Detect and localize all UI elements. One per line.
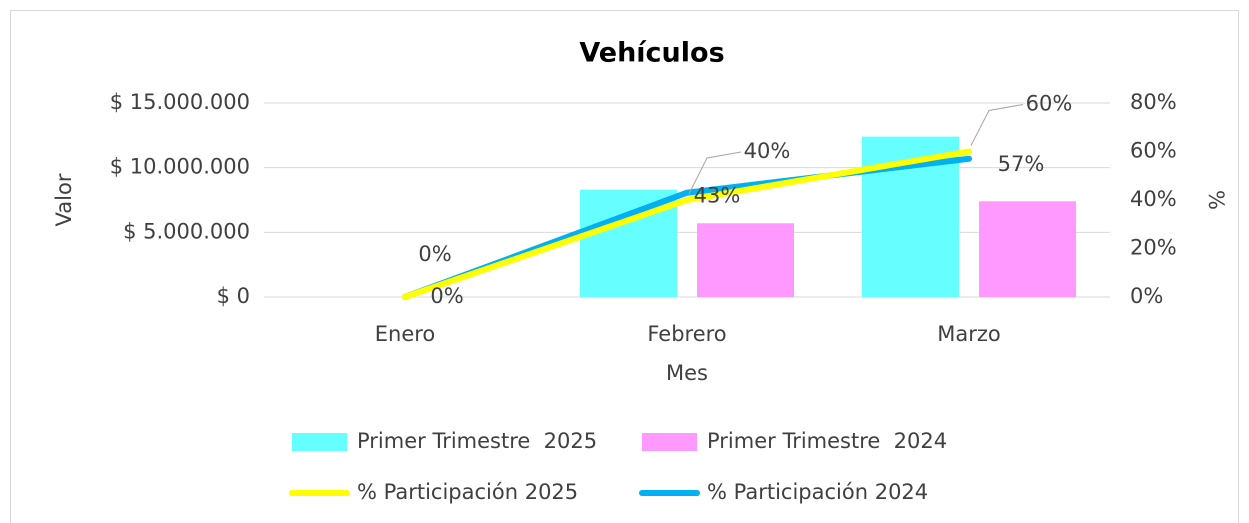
y2-tick-label: 20% [1130, 236, 1177, 260]
bar [979, 201, 1076, 297]
y2-tick-label: 0% [1130, 284, 1163, 308]
leader-line [688, 151, 742, 195]
bar [697, 223, 794, 297]
legend-label: Primer Trimestre 2025 [357, 429, 597, 453]
x-tick-label: Enero [375, 322, 436, 346]
y-tick-label: $ 0 [217, 284, 250, 308]
x-tick-label: Marzo [937, 322, 1001, 346]
data-label: 0% [418, 242, 451, 266]
data-label: 0% [430, 284, 463, 308]
legend-label: % Participación 2025 [357, 480, 578, 504]
x-tick-label: Febrero [647, 322, 726, 346]
x-axis-label: Mes [666, 361, 708, 385]
y2-tick-label: 40% [1130, 187, 1177, 211]
y-tick-label: $ 10.000.000 [110, 155, 250, 179]
y-tick-label: $ 5.000.000 [123, 219, 250, 243]
data-label: 40% [744, 139, 791, 163]
data-label: 60% [1026, 92, 1073, 116]
y-axis-label: Valor [52, 173, 76, 226]
y2-tick-label: 60% [1130, 139, 1177, 163]
legend-label: % Participación 2024 [707, 480, 928, 504]
legend-swatch [292, 433, 347, 451]
data-label: 43% [694, 184, 741, 208]
y2-axis-label: % [1204, 190, 1228, 210]
leader-line [970, 104, 1024, 146]
data-label: 57% [998, 152, 1045, 176]
chart-title: Vehículos [579, 38, 724, 69]
legend-label: Primer Trimestre 2024 [707, 429, 947, 453]
y-tick-label: $ 15.000.000 [110, 90, 250, 114]
line-series [402, 148, 972, 300]
legend-swatch [642, 433, 697, 451]
y2-tick-label: 80% [1130, 90, 1177, 114]
